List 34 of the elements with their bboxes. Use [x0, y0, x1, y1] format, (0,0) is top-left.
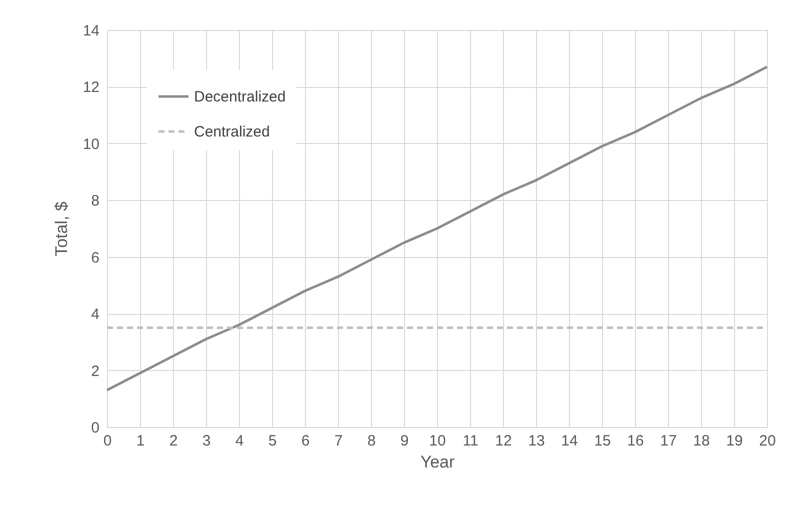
x-tick-label: 0 [103, 432, 112, 450]
y-tick-label: 10 [82, 136, 100, 153]
x-tick-label: 10 [429, 432, 446, 450]
x-tick-label: 7 [334, 432, 343, 450]
x-tick-label: 5 [268, 432, 277, 450]
y-tick-label: 6 [91, 249, 100, 266]
y-tick-label: 14 [82, 22, 100, 40]
y-tick-label: 4 [91, 306, 100, 324]
x-tick-label: 19 [726, 432, 743, 450]
x-tick-label: 16 [627, 432, 644, 450]
y-axis-title: Total, $ [52, 201, 71, 256]
x-tick-label: 11 [462, 432, 478, 450]
x-tick-label: 8 [367, 432, 376, 450]
y-tick-label: 0 [91, 420, 100, 436]
x-tick-label: 18 [693, 432, 710, 450]
x-tick-label: 1 [136, 432, 145, 450]
x-tick-label: 3 [202, 432, 211, 450]
x-tick-label: 15 [594, 432, 611, 450]
line-series [106, 66, 768, 392]
x-tick-label: 2 [169, 432, 178, 450]
x-tick-label: 17 [660, 432, 677, 450]
legend-label: Decentralized [194, 88, 286, 106]
x-tick-label: 6 [301, 432, 310, 450]
x-tick-label: 4 [235, 432, 244, 450]
x-tick-label: 9 [400, 432, 409, 450]
x-tick-label: 14 [561, 432, 578, 450]
x-tick-label: 13 [528, 432, 545, 450]
y-tick-label: 8 [91, 192, 100, 210]
x-tick-label: 12 [495, 432, 512, 450]
legend-label: Centralized [194, 124, 270, 140]
y-tick-label: 2 [91, 362, 100, 380]
x-axis-title: Year [420, 452, 456, 472]
x-tick-label: 20 [759, 432, 776, 450]
y-tick-label: 12 [82, 79, 100, 96]
